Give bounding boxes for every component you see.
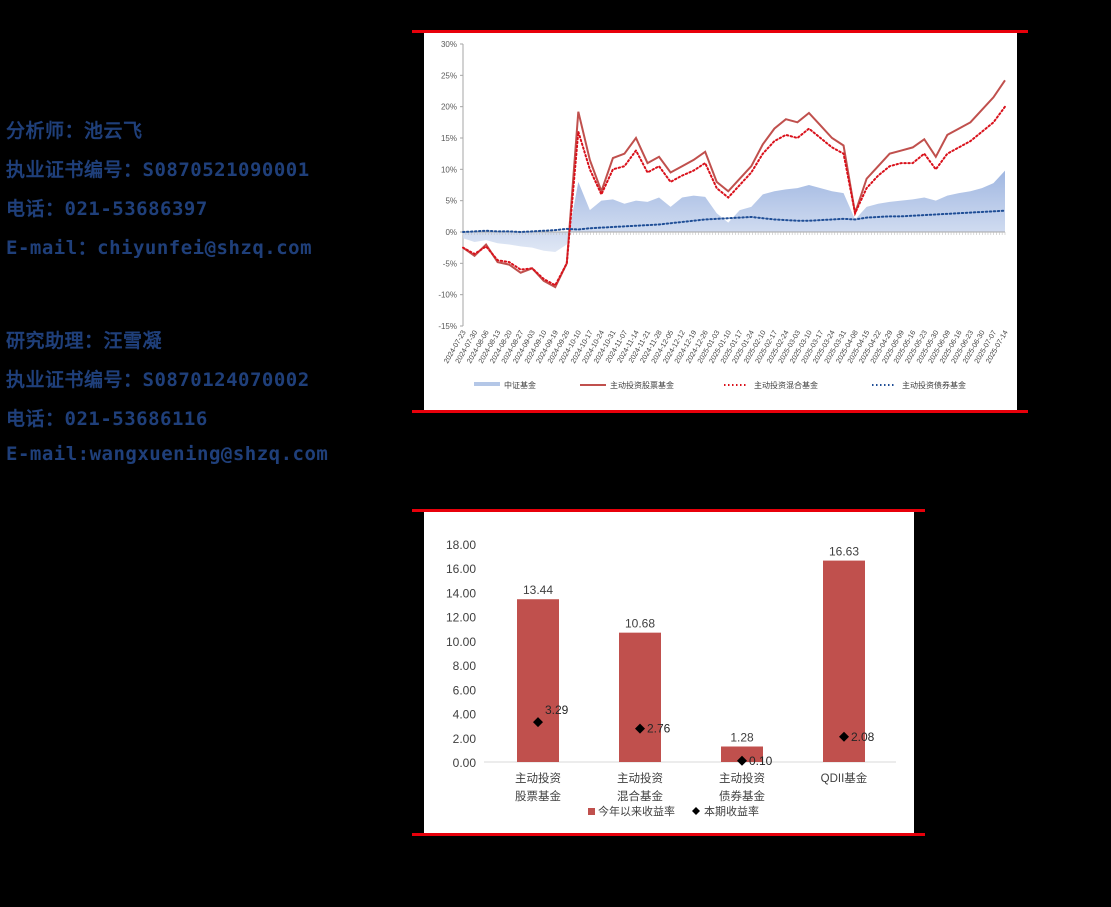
y-tick-label: 18.00 [446,538,476,552]
bottom-rule-bar-chart [412,833,925,836]
assistant-name: 研究助理：汪雪凝 [6,330,163,352]
diamond-marker-icon [635,723,645,734]
assistant-email[interactable]: E-mail:wangxuening@shzq.com [6,443,329,465]
legend-label: 今年以来收益率 [598,804,675,818]
line-chart-panel: 30% 25% 20% 15% 10% 5% 0% -5% -10% -15% 2024-07-23… [424,33,1017,410]
category-label: 主动投资 [719,771,765,785]
y-tick-label: 10.00 [446,635,476,649]
y-tick-label: -5% [443,259,457,268]
point-value-label: 0.10 [749,754,773,768]
legend-label: 主动投资债券基金 [902,380,966,390]
bottom-rule-line-chart [412,410,1028,413]
analyst-cert-number: 执业证书编号：S0870521090001 [6,159,310,181]
y-tick-label: -10% [438,291,457,300]
top-rule-line-chart [412,30,1028,33]
analyst-email[interactable]: E-mail：chiyunfei@shzq.com [6,237,313,259]
y-tick-label: 0% [445,228,457,237]
category-label: QDII基金 [821,771,868,785]
legend-item: 中证基金 [474,380,536,390]
series-bond-fund-line [462,209,1006,234]
category-label: 主动投资 [515,771,561,785]
diamond-marker-icon [839,731,849,742]
y-tick-label: 4.00 [453,708,477,722]
bar [721,746,763,762]
series-equity-fund-line [462,79,1006,289]
category-label: 主动投资 [617,771,663,785]
legend-item: 主动投资债券基金 [872,380,966,390]
bar-value-label: 1.28 [730,730,754,744]
analyst-phone: 电话：021-53686397 [6,198,208,220]
assistant-phone: 电话：021-53686116 [6,408,208,430]
category-label: 债券基金 [719,789,765,803]
y-tick-label: 16.00 [446,562,476,576]
legend-item-ytd-return: 今年以来收益率 [588,804,675,818]
legend-item: 主动投资混合基金 [724,380,818,390]
y-tick-label: 8.00 [453,659,477,673]
legend-label: 主动投资混合基金 [754,380,818,390]
y-tick-label: 25% [441,71,457,80]
analyst-name: 分析师：池云飞 [6,120,143,142]
legend-square-icon [588,808,595,815]
y-tick-label: 15% [441,134,457,143]
bar-value-label: 13.44 [523,583,553,597]
legend-label: 主动投资股票基金 [610,380,674,390]
bar-chart-panel: 18.00 16.00 14.00 12.00 10.00 8.00 6.00 4.00 2.0… [424,512,914,833]
y-tick-label: 14.00 [446,586,476,600]
point-value-label: 2.76 [647,722,671,736]
diamond-marker-icon [737,755,747,766]
legend-label: 中证基金 [504,380,536,390]
y-tick-label: 2.00 [453,732,477,746]
bar-value-label: 16.63 [829,545,859,559]
y-tick-label: 6.00 [453,683,477,697]
legend-item: 主动投资股票基金 [580,380,674,390]
bar [619,632,661,762]
category-label: 混合基金 [617,789,663,803]
line-chart: 30%25%20%15%10%5%0%-5%-10%-15%2024-07-23… [438,40,1009,390]
bar-value-label: 10.68 [625,617,655,631]
diamond-marker-icon [533,717,543,728]
y-tick-label: -15% [438,322,457,331]
legend-swatch-icon [474,382,500,386]
bar-chart: 18.00 16.00 14.00 12.00 10.00 8.00 6.00 4.00 2.0… [446,538,896,818]
assistant-cert-number: 执业证书编号：S0870124070002 [6,369,310,391]
y-tick-label: 0.00 [453,756,477,770]
bar [517,599,559,762]
y-tick-label: 30% [441,40,457,49]
series-csi-fund-area [463,170,1005,253]
bar [823,560,865,762]
legend-diamond-icon [692,807,700,815]
y-tick-label: 20% [441,103,457,112]
legend-item-period-return: 本期收益率 [692,804,759,818]
legend-label: 本期收益率 [704,804,759,818]
y-tick-label: 5% [445,197,457,206]
point-value-label: 3.29 [545,703,569,717]
category-label: 股票基金 [515,789,561,803]
y-tick-label: 12.00 [446,611,476,625]
y-tick-label: 10% [441,165,457,174]
series-hybrid-fund-line [462,105,1006,287]
point-value-label: 2.08 [851,730,875,744]
top-rule-bar-chart [412,509,925,512]
